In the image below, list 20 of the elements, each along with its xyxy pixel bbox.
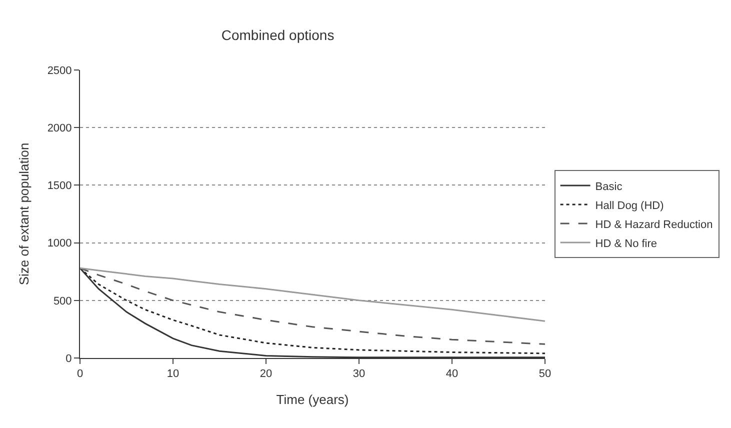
x-axis-title: Time (years) <box>276 392 349 407</box>
y-tick-label: 2500 <box>47 64 72 77</box>
y-tick-label: 0 <box>66 352 72 365</box>
legend-label: HD & No fire <box>595 238 658 250</box>
x-tick-label: 20 <box>260 368 272 380</box>
line-series <box>80 267 545 322</box>
legend-label: HD & Hazard Reduction <box>595 218 713 231</box>
x-tick-label: 0 <box>76 368 84 380</box>
x-tick-label: 30 <box>352 368 366 380</box>
y-tick-label: 1000 <box>47 238 72 250</box>
y-tick-label: 1500 <box>47 180 72 192</box>
y-axis-title: Size of extant population <box>16 142 32 286</box>
y-tick-label: 2000 <box>47 122 72 134</box>
legend-label: Hall Dog (HD) <box>595 200 664 212</box>
y-tick-label: 500 <box>53 295 72 308</box>
chart-title: Combined options <box>221 26 334 43</box>
legend-label: Basic <box>595 180 623 193</box>
x-tick-label: 10 <box>166 368 180 380</box>
x-tick-label: 40 <box>446 368 458 380</box>
x-tick-label: 50 <box>538 368 552 380</box>
